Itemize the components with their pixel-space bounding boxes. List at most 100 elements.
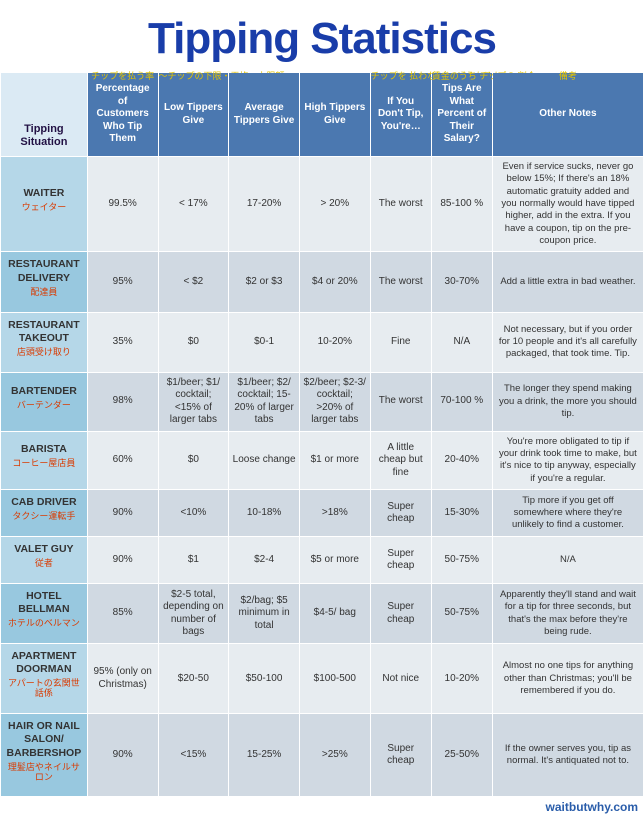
table-row: VALET GUY従者90%$1$2-4$5 or moreSuper chea…: [1, 537, 644, 584]
table-body: WAITERウェイター99.5%< 17%17-20%> 20%The wors…: [1, 157, 644, 797]
cell: Even if service sucks, never go below 15…: [492, 157, 643, 252]
table-row: APARTMENT DOORMANアパートの玄関世話係95% (only on …: [1, 644, 644, 714]
jp-annotation: 賃金のうち チップの 割合: [432, 71, 492, 82]
cell: 10-20%: [431, 644, 492, 714]
header-if-no-tip: チップを 払わないと どうなるか If You Don't Tip, You'r…: [370, 73, 431, 157]
cell: 90%: [87, 714, 158, 797]
cell: N/A: [431, 312, 492, 372]
cell: N/A: [492, 537, 643, 584]
header-corner: Tipping Situation: [1, 73, 88, 157]
row-label: BARTENDERバーテンダー: [1, 372, 88, 431]
cell: Apparently they'll stand and wait for a …: [492, 584, 643, 644]
cell: $2/beer; $2-3/ cocktail; >20% of larger …: [299, 372, 370, 431]
jp-annotation: ホテルのベルマン: [4, 619, 84, 629]
cell: Super cheap: [370, 537, 431, 584]
header-salary-percent: 賃金のうち チップの 割合 Tips Are What Percent of T…: [431, 73, 492, 157]
jp-annotation: アパートの玄関世話係: [4, 679, 84, 699]
row-label: VALET GUY従者: [1, 537, 88, 584]
cell: If the owner serves you, tip as normal. …: [492, 714, 643, 797]
cell: The worst: [370, 252, 431, 312]
cell: $100-500: [299, 644, 370, 714]
cell: 10-18%: [229, 490, 300, 537]
cell: The worst: [370, 372, 431, 431]
jp-annotation: コーヒー屋店員: [4, 459, 84, 469]
jp-annotation: 店頭受け取り: [4, 348, 84, 358]
header-low: 〜チップの下限・平均・上限額〜 Low Tippers Give: [158, 73, 229, 157]
jp-annotation: 理髪店やネイルサロン: [4, 763, 84, 783]
cell: 25-50%: [431, 714, 492, 797]
table-row: RESTAURANT DELIVERY配達員95%< $2$2 or $3$4 …: [1, 252, 644, 312]
header-high: High Tippers Give: [299, 73, 370, 157]
cell: Add a little extra in bad weather.: [492, 252, 643, 312]
cell: 98%: [87, 372, 158, 431]
cell: Not nice: [370, 644, 431, 714]
cell: Fine: [370, 312, 431, 372]
cell: $0: [158, 431, 229, 489]
cell: Super cheap: [370, 584, 431, 644]
row-label: APARTMENT DOORMANアパートの玄関世話係: [1, 644, 88, 714]
cell: $0-1: [229, 312, 300, 372]
row-label: HOTEL BELLMANホテルのベルマン: [1, 584, 88, 644]
cell: $4 or 20%: [299, 252, 370, 312]
cell: $20-50: [158, 644, 229, 714]
header-notes: 備考 Other Notes: [492, 73, 643, 157]
cell: 50-75%: [431, 537, 492, 584]
cell: Super cheap: [370, 714, 431, 797]
jp-annotation: タクシー運転手: [4, 512, 84, 522]
table-row: CAB DRIVERタクシー運転手90%<10%10-18%>18%Super …: [1, 490, 644, 537]
page-title: Tipping Statistics: [0, 0, 644, 72]
cell: Super cheap: [370, 490, 431, 537]
cell: 20-40%: [431, 431, 492, 489]
jp-annotation: 備考: [493, 71, 643, 82]
cell: Loose change: [229, 431, 300, 489]
row-label: BARISTAコーヒー屋店員: [1, 431, 88, 489]
cell: 15-25%: [229, 714, 300, 797]
row-label: WAITERウェイター: [1, 157, 88, 252]
cell: < $2: [158, 252, 229, 312]
cell: $2 or $3: [229, 252, 300, 312]
table-row: HOTEL BELLMANホテルのベルマン85%$2-5 total, depe…: [1, 584, 644, 644]
cell: $1 or more: [299, 431, 370, 489]
cell: 95% (only on Christmas): [87, 644, 158, 714]
table-row: BARTENDERバーテンダー98%$1/beer; $1/ cocktail;…: [1, 372, 644, 431]
cell: $1/beer; $2/ cocktail; 15-20% of larger …: [229, 372, 300, 431]
cell: Not necessary, but if you order for 10 p…: [492, 312, 643, 372]
table-row: HAIR OR NAIL SALON/ BARBERSHOP理髪店やネイルサロン…: [1, 714, 644, 797]
cell: 50-75%: [431, 584, 492, 644]
cell: You're more obligated to tip if your dri…: [492, 431, 643, 489]
cell: The longer they spend making you a drink…: [492, 372, 643, 431]
cell: 85%: [87, 584, 158, 644]
cell: 35%: [87, 312, 158, 372]
cell: <10%: [158, 490, 229, 537]
cell: 15-30%: [431, 490, 492, 537]
cell: >18%: [299, 490, 370, 537]
cell: 17-20%: [229, 157, 300, 252]
tipping-table: Tipping Situation チップを払う率 Percentage of …: [0, 72, 644, 797]
cell: 95%: [87, 252, 158, 312]
jp-annotation: チップを 払わないと どうなるか: [371, 71, 431, 82]
jp-annotation: 従者: [4, 559, 84, 569]
cell: $2/bag; $5 minimum in total: [229, 584, 300, 644]
jp-annotation: 〜チップの下限・平均・上限額〜: [159, 71, 229, 82]
cell: The worst: [370, 157, 431, 252]
cell: >25%: [299, 714, 370, 797]
cell: 85-100 %: [431, 157, 492, 252]
row-label: CAB DRIVERタクシー運転手: [1, 490, 88, 537]
header-percentage: チップを払う率 Percentage of Customers Who Tip …: [87, 73, 158, 157]
cell: $1: [158, 537, 229, 584]
jp-annotation: バーテンダー: [4, 401, 84, 411]
cell: 30-70%: [431, 252, 492, 312]
jp-annotation: 配達員: [4, 288, 84, 298]
cell: Almost no one tips for anything other th…: [492, 644, 643, 714]
cell: 90%: [87, 537, 158, 584]
table-row: RESTAURANT TAKEOUT店頭受け取り35%$0$0-110-20%F…: [1, 312, 644, 372]
cell: $1/beer; $1/ cocktail; <15% of larger ta…: [158, 372, 229, 431]
table-row: BARISTAコーヒー屋店員60%$0Loose change$1 or mor…: [1, 431, 644, 489]
cell: < 17%: [158, 157, 229, 252]
cell: 99.5%: [87, 157, 158, 252]
table-row: WAITERウェイター99.5%< 17%17-20%> 20%The wors…: [1, 157, 644, 252]
cell: 10-20%: [299, 312, 370, 372]
row-label: RESTAURANT TAKEOUT店頭受け取り: [1, 312, 88, 372]
header-average: Average Tippers Give: [229, 73, 300, 157]
cell: <15%: [158, 714, 229, 797]
